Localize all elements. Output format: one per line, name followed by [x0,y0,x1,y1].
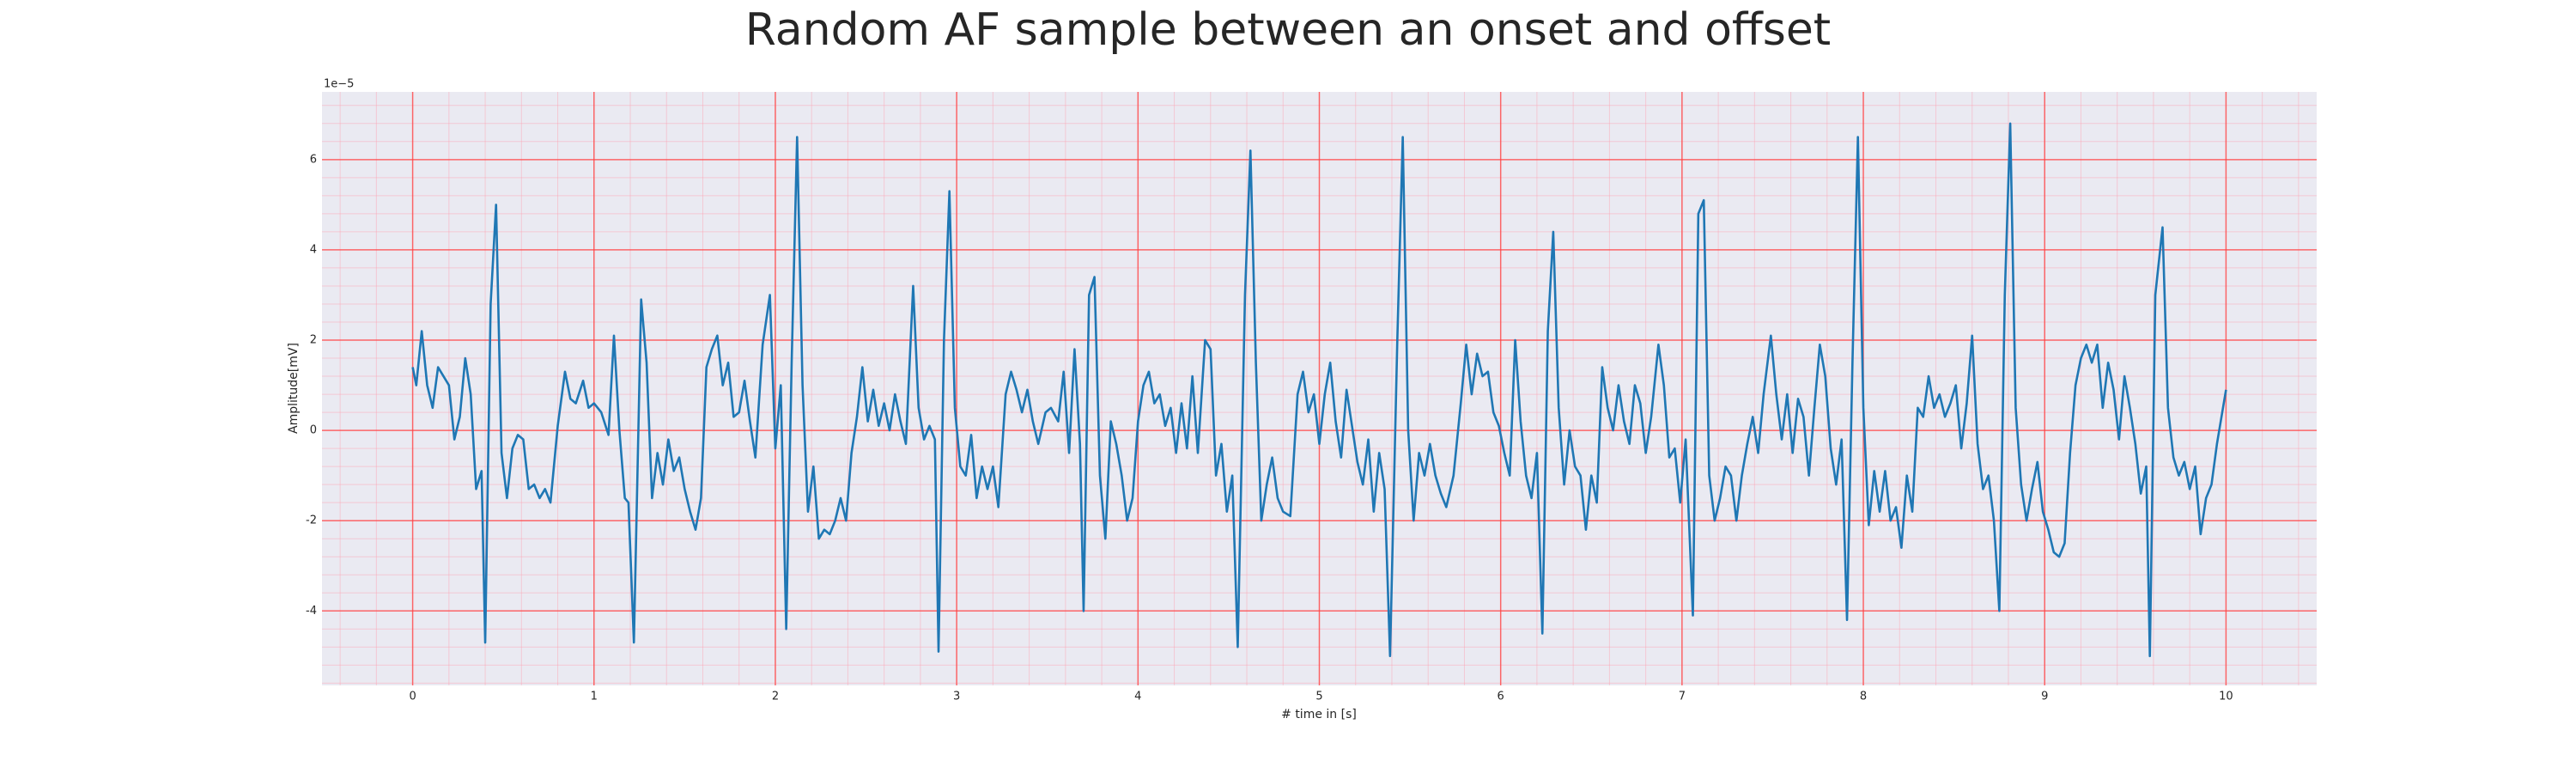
y-tick-label: 4 [310,243,317,256]
x-tick-label: 6 [1498,691,1504,703]
x-tick-label: 9 [2041,691,2048,703]
x-tick-label: 5 [1315,691,1322,703]
x-tick-label: 3 [953,691,960,703]
x-tick-label: 0 [409,691,416,703]
x-axis-label: # time in [s] [1281,708,1357,721]
x-tick-label: 7 [1679,691,1686,703]
y-axis-label: Amplitude[mV] [287,343,301,434]
chart-title: Random AF sample between an onset and of… [745,4,1831,56]
y-tick-label: -4 [306,605,317,618]
x-tick-label: 4 [1134,691,1141,703]
x-tick-label: 2 [772,691,779,703]
y-tick-label: 0 [310,424,317,437]
x-tick-label: 10 [2219,691,2233,703]
x-tick-label: 8 [1860,691,1867,703]
y-tick-label: -2 [306,514,317,527]
data-line [411,122,2227,658]
y-tick-label: 6 [310,153,317,166]
offset-text: 1e−5 [324,78,354,91]
y-tick-label: 2 [310,334,317,347]
x-tick-label: 1 [591,691,598,703]
